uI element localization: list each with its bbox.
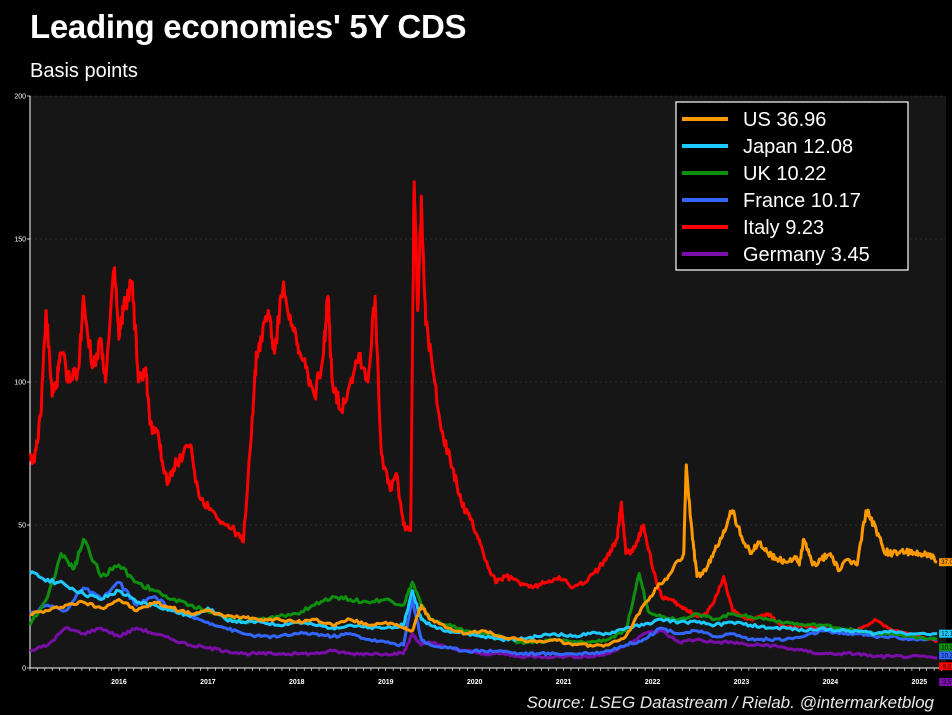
end-label-germany: 3.5 [943,680,952,686]
legend: US 36.96 Japan 12.08 UK 10.22 France 10.17 I… [675,101,909,271]
series-line-italy [29,180,938,644]
legend-entry-italy: Italy 9.23 [743,217,824,239]
end-label-box-us [939,558,952,567]
x-tick-label: 2019 [378,679,394,686]
end-label-italy: 9.2 [943,664,952,670]
legend-entry-france: France 10.17 [743,190,861,212]
x-tick-label: 2016 [111,679,127,686]
x-tick-label: 2020 [467,679,483,686]
source-note: Source: LSEG Datastream / Rielab. @inter… [526,693,935,712]
legend-entry-us: US 36.96 [743,109,826,131]
x-tick-label: 2024 [823,679,839,686]
y-tick-label: 150 [14,237,26,244]
legend-entry-japan: Japan 12.08 [743,136,853,158]
end-value-labels: 37.0 12.1 10.2 10.2 9.2 3.5 [939,558,952,686]
series-lines [28,180,938,660]
legend-entry-uk: UK 10.22 [743,163,826,185]
axes: 0 50 100 150 200 2016 2017 2018 2019 2020 2021 2022… [14,94,946,686]
end-label-box-italy [939,662,952,671]
x-tick-label: 2025 [912,679,928,686]
y-tick-label: 100 [14,380,26,387]
x-tick-label: 2021 [556,679,572,686]
end-label-box-uk [939,643,952,652]
x-tick-label: 2022 [645,679,661,686]
x-tick-label: 2023 [734,679,750,686]
end-label-box-japan [939,629,952,638]
y-tick-label: 0 [22,666,26,673]
end-label-box-france [939,651,952,660]
legend-box [675,101,909,271]
series-line-us [29,463,938,648]
end-label-us: 37.0 [941,560,952,566]
x-tick-label: 2018 [289,679,305,686]
end-label-uk: 10.2 [941,645,952,651]
legend-entry-germany: Germany 3.45 [743,244,870,266]
end-label-box-germany [939,677,952,686]
x-tick-label: 2017 [200,679,216,686]
chart-subtitle: Basis points [30,60,138,82]
page-title: Leading economies' 5Y CDS [30,8,467,45]
end-label-japan: 12.1 [941,632,952,638]
y-tick-label: 50 [18,523,26,530]
y-tick-label: 200 [14,94,26,101]
end-label-france: 10.2 [941,653,952,659]
series-line-uk [28,537,938,646]
